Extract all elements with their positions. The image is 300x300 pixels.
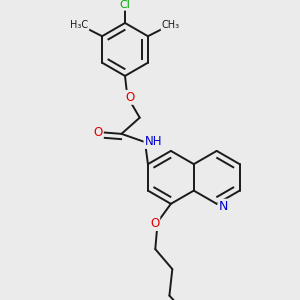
Text: CH₃: CH₃ bbox=[161, 20, 180, 30]
Text: O: O bbox=[94, 126, 103, 139]
Text: H₃C: H₃C bbox=[70, 20, 88, 30]
Text: Cl: Cl bbox=[120, 0, 130, 10]
Text: O: O bbox=[125, 91, 134, 104]
Text: N: N bbox=[218, 200, 228, 213]
Text: NH: NH bbox=[145, 135, 162, 148]
Text: O: O bbox=[150, 217, 159, 230]
